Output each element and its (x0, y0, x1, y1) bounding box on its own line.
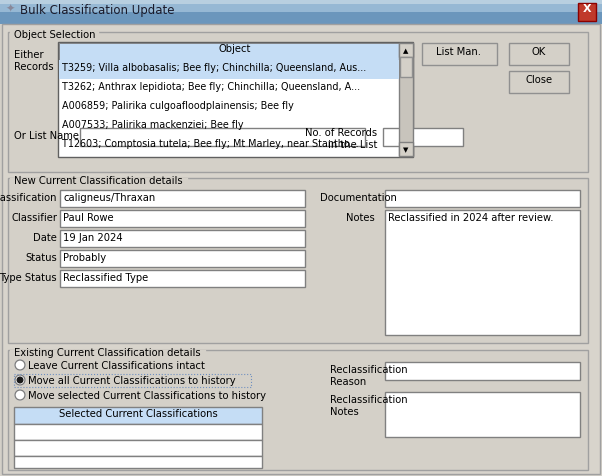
Text: ▼: ▼ (403, 147, 409, 153)
Text: Classifier: Classifier (11, 213, 57, 223)
Text: X: X (583, 4, 591, 14)
Bar (59, 43, 412, 60)
Bar (8, 32, 588, 172)
Text: T3262; Anthrax lepidiota; Bee fly; Chinchilla; Queensland, A...: T3262; Anthrax lepidiota; Bee fly; Chinc… (62, 82, 360, 92)
Text: Probably: Probably (63, 253, 106, 263)
Circle shape (15, 375, 25, 385)
Text: Reclassification
Notes: Reclassification Notes (330, 395, 408, 416)
Text: Either
Records: Either Records (14, 50, 54, 71)
Bar (80, 128, 365, 146)
Bar (14, 424, 262, 440)
Text: A006859; Palirika culgoafloodplainensis; Bee fly: A006859; Palirika culgoafloodplainensis;… (62, 101, 294, 111)
Circle shape (15, 390, 25, 400)
Bar (10, 30, 14, 34)
Text: ▲: ▲ (403, 48, 409, 54)
Bar (60, 230, 305, 247)
Text: Close: Close (526, 75, 553, 85)
Text: Classification: Classification (0, 193, 57, 203)
Text: Move all Current Classifications to history: Move all Current Classifications to hist… (28, 376, 235, 386)
Bar (385, 362, 580, 380)
Text: Bulk Classification Update: Bulk Classification Update (20, 4, 175, 17)
Text: Documentation: Documentation (320, 193, 397, 203)
Text: Move selected Current Classifications to history: Move selected Current Classifications to… (28, 391, 266, 401)
Text: Paul Rowe: Paul Rowe (63, 213, 114, 223)
Text: A007533; Palirika mackenziei; Bee fly: A007533; Palirika mackenziei; Bee fly (62, 120, 244, 130)
Bar (509, 71, 569, 93)
Bar (14, 374, 251, 387)
Text: T3259; Villa albobasalis; Bee fly; Chinchilla; Queensland, Aus...: T3259; Villa albobasalis; Bee fly; Chinc… (62, 63, 366, 73)
Bar (0, 0, 602, 4)
Text: Object Selection: Object Selection (14, 30, 96, 40)
Bar (59, 60, 399, 79)
Bar (8, 178, 588, 343)
Bar (509, 43, 569, 65)
Text: Status: Status (25, 253, 57, 263)
Text: OK: OK (532, 47, 546, 57)
Bar (8, 350, 588, 470)
Text: Reclassified Type: Reclassified Type (63, 273, 148, 283)
Bar (60, 250, 305, 267)
Bar (385, 210, 580, 335)
Text: Reclassification
Reason: Reclassification Reason (330, 365, 408, 387)
Bar (14, 440, 262, 456)
Circle shape (15, 360, 25, 370)
Bar (399, 142, 413, 156)
Text: 19 Jan 2024: 19 Jan 2024 (63, 233, 123, 243)
Bar (400, 57, 412, 77)
Text: caligneus/Thraxan: caligneus/Thraxan (63, 193, 155, 203)
Text: Notes: Notes (346, 213, 375, 223)
Bar (60, 270, 305, 287)
Text: Selected Current Classifications: Selected Current Classifications (58, 409, 217, 419)
Bar (0, 0, 602, 24)
Circle shape (17, 377, 23, 383)
Bar (383, 128, 463, 146)
Bar (399, 43, 413, 57)
Text: Date: Date (33, 233, 57, 243)
Text: List Man.: List Man. (436, 47, 482, 57)
Bar (399, 43, 413, 156)
Text: Or List Name: Or List Name (14, 131, 79, 141)
Bar (578, 3, 596, 21)
Text: Object: Object (219, 44, 251, 54)
Bar (60, 190, 305, 207)
Bar (14, 407, 262, 424)
Text: Existing Current Classification details: Existing Current Classification details (14, 348, 200, 358)
Bar (0, 0, 602, 12)
Bar (385, 392, 580, 437)
Bar (14, 456, 262, 468)
Text: New Current Classification details: New Current Classification details (14, 176, 182, 186)
Text: T12603; Comptosia tutela; Bee fly; Mt Marley, near Stantho...: T12603; Comptosia tutela; Bee fly; Mt Ma… (62, 139, 359, 149)
Bar (385, 190, 580, 207)
Text: Reclassified in 2024 after review.: Reclassified in 2024 after review. (388, 213, 553, 223)
Text: No. of Records
in the List: No. of Records in the List (305, 128, 377, 149)
Text: ✦: ✦ (6, 4, 16, 14)
Text: Type Status: Type Status (0, 273, 57, 283)
Bar (422, 43, 497, 65)
Bar (58, 42, 413, 157)
Bar (60, 210, 305, 227)
Text: Leave Current Classifications intact: Leave Current Classifications intact (28, 361, 205, 371)
